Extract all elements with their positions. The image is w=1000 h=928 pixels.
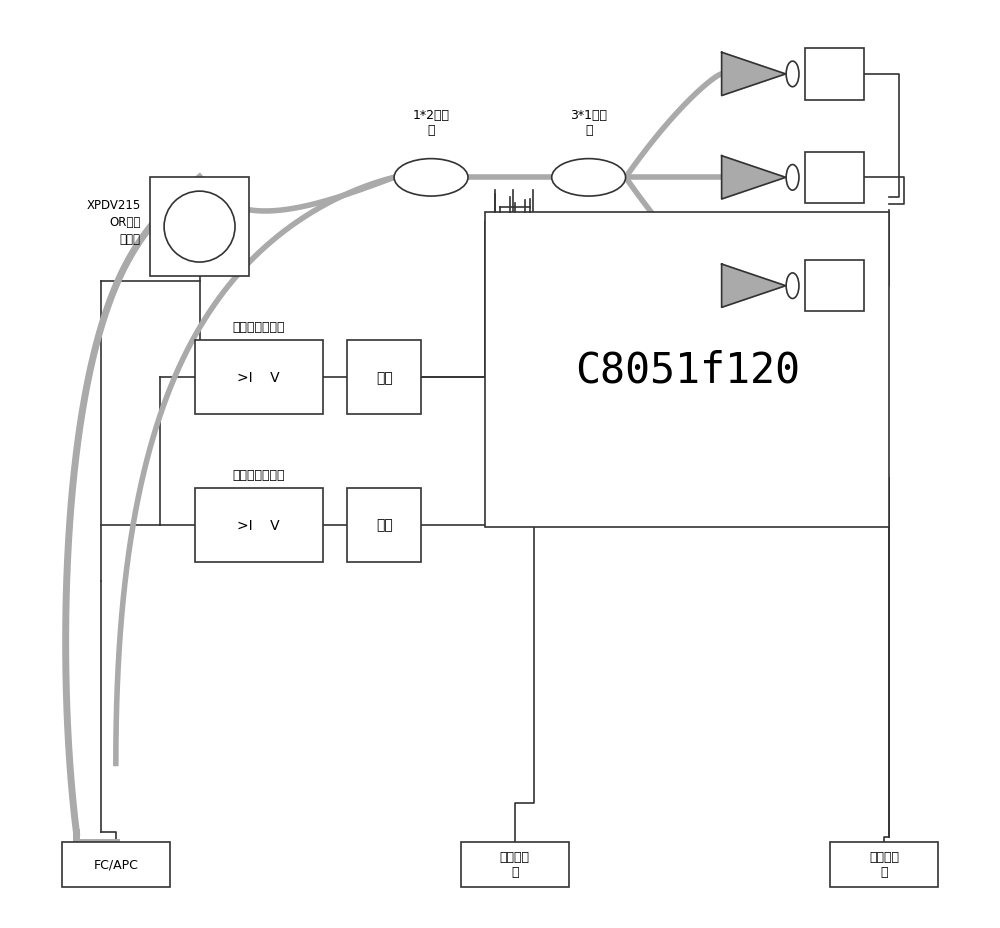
Bar — [347, 488, 421, 562]
Text: 运放: 运放 — [376, 370, 393, 384]
Text: 1*2耦合
器: 1*2耦合 器 — [413, 109, 450, 136]
Text: FC/APC: FC/APC — [93, 858, 138, 871]
Ellipse shape — [786, 165, 799, 191]
Text: 电流电压转换器: 电流电压转换器 — [232, 469, 285, 482]
Circle shape — [164, 192, 235, 263]
Text: 同轴连接
器: 同轴连接 器 — [500, 850, 530, 879]
Text: 3*1耦合
器: 3*1耦合 器 — [570, 109, 607, 136]
Text: 运放: 运放 — [376, 518, 393, 532]
Bar — [150, 178, 249, 277]
Bar — [62, 843, 170, 886]
Text: 同轴连接
器: 同轴连接 器 — [869, 850, 899, 879]
Bar — [805, 49, 864, 100]
Ellipse shape — [552, 160, 626, 197]
Bar — [461, 843, 569, 886]
Text: >I    V: >I V — [237, 370, 280, 384]
Polygon shape — [722, 53, 786, 97]
Bar — [805, 152, 864, 204]
Polygon shape — [722, 157, 786, 200]
Bar — [485, 213, 889, 527]
Polygon shape — [722, 264, 786, 308]
Bar — [805, 261, 864, 312]
Text: >I    V: >I V — [237, 518, 280, 532]
Bar — [195, 488, 323, 562]
Bar — [830, 843, 938, 886]
Text: XPDV215
OR光电
探测器: XPDV215 OR光电 探测器 — [86, 199, 140, 246]
Bar — [347, 341, 421, 414]
Bar — [195, 341, 323, 414]
Ellipse shape — [394, 160, 468, 197]
Ellipse shape — [786, 274, 799, 299]
Text: C8051f120: C8051f120 — [575, 349, 800, 391]
Text: 电流电压转换器: 电流电压转换器 — [232, 321, 285, 334]
Ellipse shape — [786, 62, 799, 87]
